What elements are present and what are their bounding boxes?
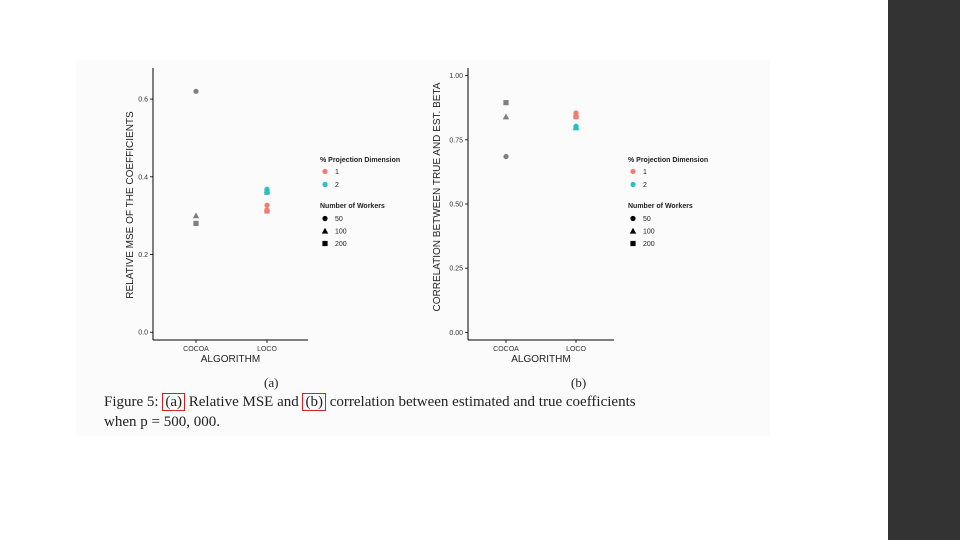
panel-b-legend-shape-label: 100 (643, 229, 655, 236)
panel-b-legend-color-label: 1 (643, 169, 647, 176)
figure-background (76, 60, 770, 436)
figure-caption-line2: when p = 500, 000. (104, 414, 220, 430)
caption-text-2: correlation between estimated and true c… (329, 394, 636, 410)
panel-b-x-axis-title: ALGORITHM (511, 354, 570, 365)
panel-a-x-tick-label: COCOA (183, 346, 209, 353)
panel-b-legend-shape-key (629, 227, 637, 234)
panel-b-y-tick-label: 0.25 (449, 266, 463, 273)
panel-a-legend-shape-title: Number of Workers (320, 203, 385, 210)
panel-a-data-point (264, 208, 270, 214)
panel-a-data-point (264, 202, 270, 208)
panel-b-data-point (573, 114, 579, 120)
panel-a-data-point (193, 220, 199, 227)
panel-b-legend-shape-key (630, 215, 636, 222)
panel-a-legend-shape-label: 200 (335, 241, 347, 248)
panel-a-x-axis-title: ALGORITHM (201, 354, 260, 365)
panel-b-y-axis-title: CORRELATION BETWEEN TRUE AND EST. BETA (432, 82, 443, 311)
panel-a-y-tick-label: 0.2 (138, 252, 148, 259)
panel-a-legend-shape-key (322, 240, 328, 247)
caption-text-1: Relative MSE and (188, 394, 299, 410)
panel-b-data-point (573, 125, 579, 131)
caption-prefix: Figure 5: (104, 394, 159, 410)
panel-b-legend-color-key (630, 168, 636, 175)
panel-a-y-tick-label: 0.0 (138, 330, 148, 337)
panel-label-b: (b) (571, 375, 587, 390)
panel-a-legend-color-label: 2 (335, 182, 339, 189)
caption-ref-b[interactable]: (b) (302, 393, 326, 411)
panel-a-y-tick-label: 0.6 (138, 97, 148, 104)
panel-b-legend-color-title: % Projection Dimension (628, 157, 708, 164)
panel-a-data-point (192, 212, 200, 219)
panel-b-data-point (502, 113, 510, 120)
panel-a-legend-shape-label: 100 (335, 229, 347, 236)
figure-caption-line1: Figure 5: (a) Relative MSE and (b) corre… (104, 392, 636, 412)
dark-sidebar (888, 0, 960, 540)
panel-b-y-tick-label: 0.00 (449, 330, 463, 337)
panel-b-y-tick-label: 1.00 (449, 73, 463, 80)
panel-a-legend-shape-key (322, 215, 328, 222)
panel-b-data-point (503, 100, 509, 106)
panel-a-y-tick-label: 0.4 (138, 174, 148, 181)
panel-a-legend-shape-label: 50 (335, 216, 343, 223)
panel-a-x-tick-label: LOCO (257, 346, 277, 353)
panel-b-legend-color-label: 2 (643, 182, 647, 189)
panel-a-legend-shape-key (321, 227, 329, 234)
panel-b-legend-shape-title: Number of Workers (628, 203, 693, 210)
panel-a-legend-color-key (322, 181, 328, 188)
panel-b-y-tick-label: 0.50 (449, 202, 463, 209)
panel-b-legend-shape-label: 50 (643, 216, 651, 223)
panel-b-x-tick-label: COCOA (493, 346, 519, 353)
panel-b-x-tick-label: LOCO (566, 346, 586, 353)
panel-a-y-axis-title: RELATIVE MSE OF THE COEFFICIENTS (125, 111, 136, 299)
panel-b-legend-shape-label: 200 (643, 241, 655, 248)
panel-a-legend-color-key (322, 168, 328, 175)
panel-b-y-tick-label: 0.75 (449, 137, 463, 144)
panel-b-data-point (503, 153, 509, 160)
caption-ref-a[interactable]: (a) (162, 393, 185, 411)
panel-a-data-point (193, 88, 199, 94)
slide: 0.0 0.2 0.4 0.6 COCOA LOCO ALGORITHM RELATIVE M… (76, 60, 770, 436)
panel-a-data-point (264, 189, 270, 195)
panel-a-legend-color-label: 1 (335, 169, 339, 176)
panel-a-legend-color-title: % Projection Dimension (320, 157, 400, 164)
panel-b-legend-shape-key (630, 240, 636, 247)
panel-b-legend-color-key (630, 181, 636, 188)
panel-label-a: (a) (264, 375, 279, 390)
